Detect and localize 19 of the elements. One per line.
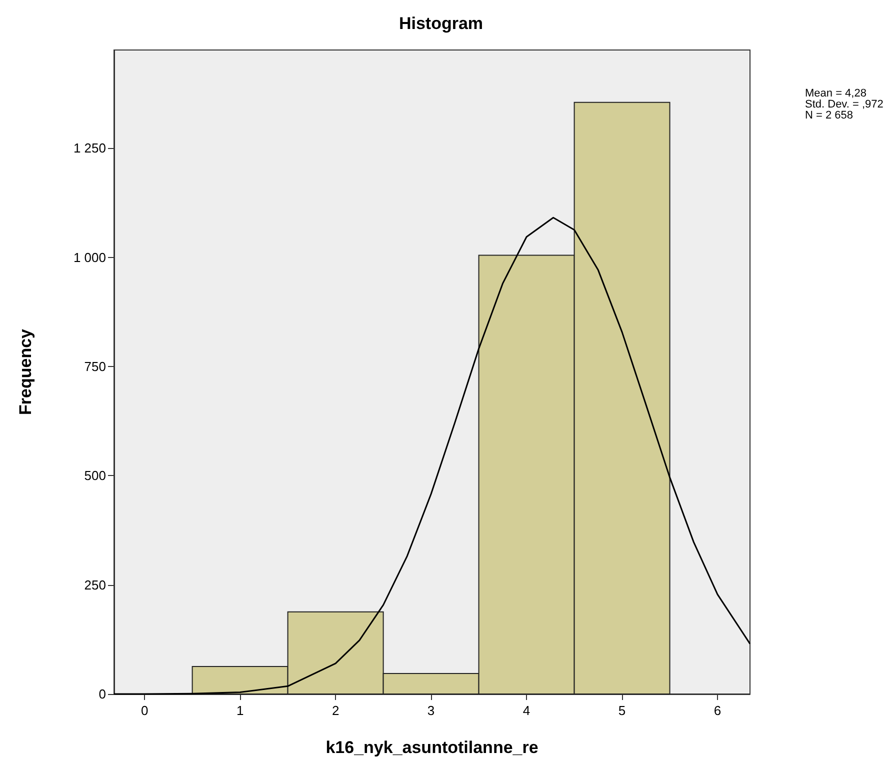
x-tick-label: 0: [140, 703, 148, 718]
y-axis-title: Frequency: [16, 328, 35, 415]
y-tick-label: 1 250: [73, 140, 106, 156]
text: N = 2 658: [805, 110, 854, 122]
x-tick-label: 5: [618, 703, 626, 718]
x-tick-label: 2: [332, 703, 340, 718]
text: Mean = 4,28: [805, 88, 866, 100]
y-tick-label: 750: [84, 359, 106, 374]
y-tick-label: 500: [84, 468, 106, 484]
x-tick-label: 4: [522, 703, 530, 718]
x-tick-label: 1: [236, 703, 244, 718]
text: Std. Dev. = ,972: [805, 98, 884, 110]
x-axis-title: k16_nyk_asuntotilanne_re: [326, 738, 538, 757]
chart-title: Histogram: [398, 14, 484, 33]
y-tick-label: 0: [98, 686, 106, 702]
y-tick-label: 250: [84, 577, 106, 592]
x-tick-label: 3: [427, 703, 435, 718]
y-tick-label: 1 000: [73, 250, 106, 265]
x-tick-label: 6: [714, 703, 722, 718]
